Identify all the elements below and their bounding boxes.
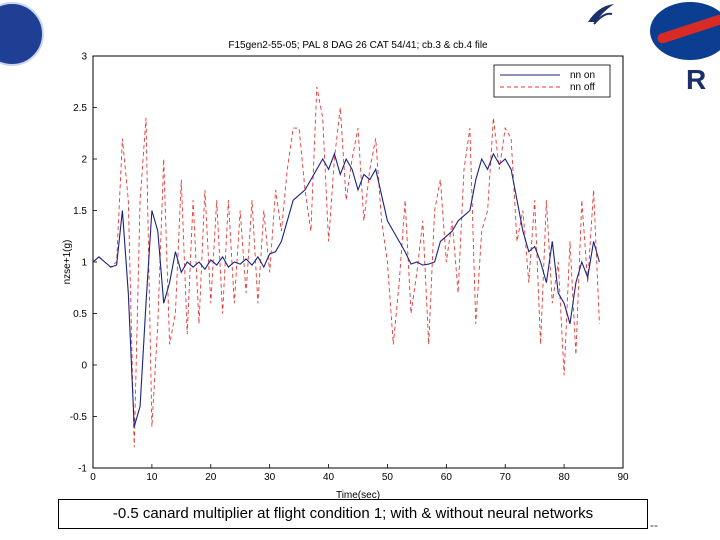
bird-logo-icon: [588, 4, 614, 25]
y-axis-label: nzse+1(g): [62, 240, 73, 285]
plot-area: [92, 55, 624, 469]
slide-caption: -0.5 canard multiplier at flight conditi…: [58, 499, 648, 529]
caption-dash-mark: --: [650, 518, 658, 532]
axis-ticks: 0 10 20 30 40 50 60 70 80 90 3 2.5 2 1.5 1 0.5 0 -0.5 -1: [70, 52, 629, 484]
series-line-nn-off: [92, 86, 600, 448]
y-tick-label: -1: [78, 464, 87, 475]
y-tick-label: 0.5: [73, 309, 87, 320]
legend: nn on nn off: [493, 64, 611, 98]
series-layer: [92, 86, 600, 448]
x-tick-label: 0: [90, 472, 96, 483]
nasa-meatball-icon: [650, 2, 720, 60]
y-tick-label: 1.5: [73, 206, 87, 217]
x-tick-label: 10: [146, 472, 158, 483]
y-tick-label: 0: [81, 361, 87, 372]
x-axis-label: Time(sec): [336, 490, 380, 500]
x-tick-label: 80: [559, 472, 571, 483]
y-tick-label: 2: [81, 155, 87, 166]
legend-label-nn-on: nn on: [570, 70, 595, 81]
x-tick-label: 90: [617, 472, 629, 483]
chart: F15gen2-55-05; PAL 8 DAG 26 CAT 54/41; c…: [62, 40, 629, 500]
r-logo-icon: R: [686, 64, 707, 95]
x-tick-label: 40: [323, 472, 335, 483]
x-tick-label: 50: [382, 472, 394, 483]
x-tick-label: 70: [500, 472, 512, 483]
chart-title: F15gen2-55-05; PAL 8 DAG 26 CAT 54/41; c…: [228, 40, 488, 51]
x-tick-label: 20: [205, 472, 217, 483]
x-tick-label: 30: [264, 472, 276, 483]
y-tick-label: 3: [81, 52, 87, 63]
y-tick-label: -0.5: [70, 412, 88, 423]
x-tick-label: 60: [441, 472, 453, 483]
y-tick-label: 1: [81, 258, 87, 269]
legend-label-nn-off: nn off: [570, 82, 595, 93]
series-line-nn-on: [92, 152, 600, 427]
y-tick-label: 2.5: [73, 103, 87, 114]
seal-logo-icon: [0, 2, 44, 66]
legend-box: [493, 64, 611, 98]
